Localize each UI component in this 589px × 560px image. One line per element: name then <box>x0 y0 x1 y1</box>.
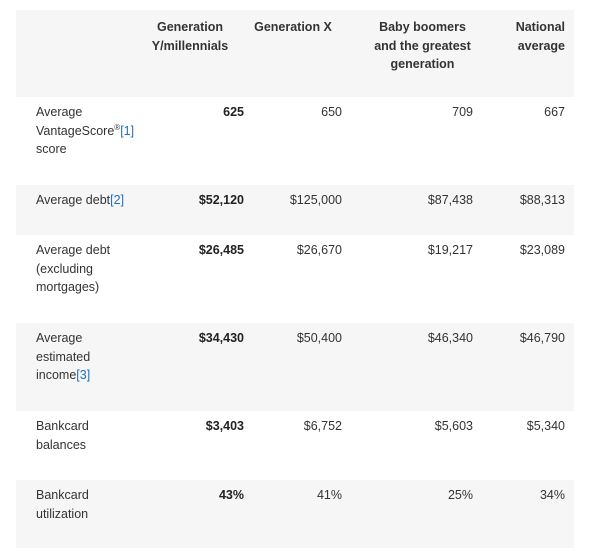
table-row-average-debt: Average debt[2] $52,120 $125,000 $87,438… <box>16 185 574 235</box>
header-national-average: National average <box>515 20 565 53</box>
row-label-text: Average VantageScore <box>36 105 115 138</box>
value-national-average: 667 <box>544 105 565 119</box>
value-national-average: 34% <box>539 488 565 502</box>
value-boomers: 709 <box>452 105 473 119</box>
value-gen-y: $26,485 <box>198 243 244 257</box>
value-gen-x: $26,670 <box>296 243 342 257</box>
value-gen-x: $6,752 <box>303 419 342 433</box>
header-row: Generation Y/millennials Generation X Ba… <box>16 10 574 97</box>
table-row-estimated-income: Average estimated income[3] $34,430 $50,… <box>16 323 574 411</box>
value-gen-y: 625 <box>223 105 244 119</box>
value-gen-y: $34,430 <box>198 331 244 345</box>
header-gen-x: Generation X <box>254 20 332 34</box>
value-gen-y: 43% <box>218 488 244 502</box>
header-boomers: Baby boomers and the greatest generation <box>374 20 471 71</box>
row-label: Average estimated income[3] <box>16 323 136 411</box>
row-label: Average debt (excluding mortgages) <box>36 243 111 294</box>
value-gen-y: $3,403 <box>205 419 244 433</box>
row-label-text: Average estimated income <box>36 331 91 382</box>
header-gen-y: Generation Y/millennials <box>151 20 229 53</box>
footnote-link-3[interactable]: [3] <box>76 368 91 382</box>
row-label: Average VantageScore®[1] score <box>16 97 136 185</box>
table-row-debt-excluding-mortgages: Average debt (excluding mortgages) $26,4… <box>16 235 574 323</box>
value-gen-x: 650 <box>321 105 342 119</box>
value-national-average: $88,313 <box>519 193 565 207</box>
value-boomers: $19,217 <box>427 243 473 257</box>
value-national-average: $46,790 <box>519 331 565 345</box>
footnote-link-1[interactable]: [1] <box>120 123 135 138</box>
table-row-bankcard-utilization: Bankcard utilization 43% 41% 25% 34% <box>16 480 574 548</box>
footnote-link-2[interactable]: [2] <box>110 193 125 207</box>
row-label: Bankcard utilization <box>36 488 89 521</box>
generation-credit-table: Generation Y/millennials Generation X Ba… <box>16 10 574 548</box>
table-row-vantagescore: Average VantageScore®[1] score 625 650 7… <box>16 97 574 185</box>
row-label: Average debt[2] <box>16 185 136 235</box>
value-gen-y: $52,120 <box>198 193 244 207</box>
value-boomers: 25% <box>447 488 473 502</box>
header-cell-empty <box>16 10 136 97</box>
row-label-suffix: score <box>36 142 67 156</box>
value-gen-x: $125,000 <box>289 193 342 207</box>
value-boomers: $5,603 <box>434 419 473 433</box>
value-boomers: $46,340 <box>427 331 473 345</box>
value-gen-x: $50,400 <box>296 331 342 345</box>
registered-mark: ® <box>114 122 121 132</box>
value-national-average: $23,089 <box>519 243 565 257</box>
table-row-bankcard-balances: Bankcard balances $3,403 $6,752 $5,603 $… <box>16 411 574 480</box>
row-label-text: Average debt <box>36 193 111 207</box>
row-label: Bankcard balances <box>36 419 89 452</box>
value-gen-x: 41% <box>316 488 342 502</box>
value-boomers: $87,438 <box>427 193 473 207</box>
value-national-average: $5,340 <box>526 419 565 433</box>
